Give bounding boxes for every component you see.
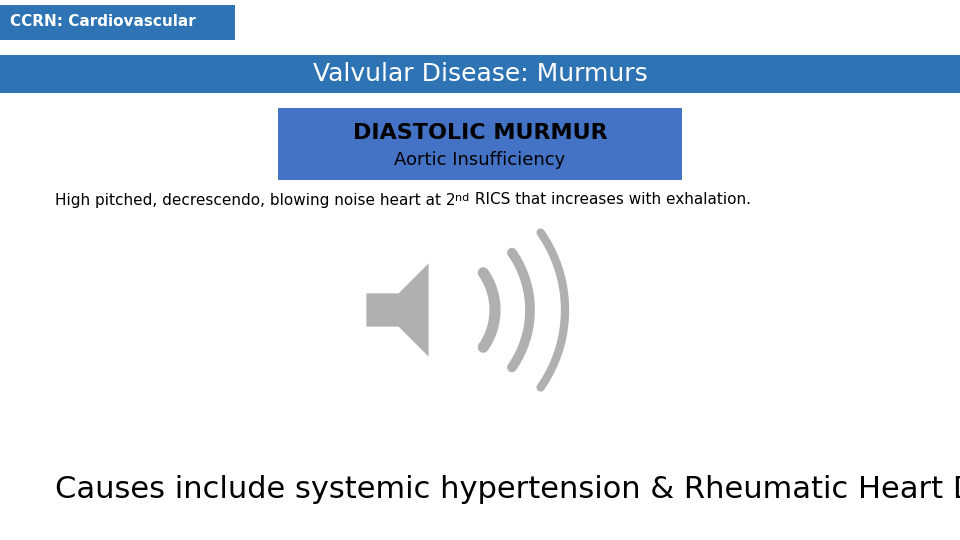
Polygon shape bbox=[365, 260, 430, 360]
Text: nd: nd bbox=[455, 193, 469, 202]
Text: High pitched, decrescendo, blowing noise heart at 2: High pitched, decrescendo, blowing noise… bbox=[55, 192, 455, 207]
Text: CCRN: Cardiovascular: CCRN: Cardiovascular bbox=[10, 15, 196, 30]
Text: Valvular Disease: Murmurs: Valvular Disease: Murmurs bbox=[313, 62, 647, 86]
Text: RICS that increases with exhalation.: RICS that increases with exhalation. bbox=[469, 192, 751, 207]
Text: Causes include systemic hypertension & Rheumatic Heart Disease: Causes include systemic hypertension & R… bbox=[55, 476, 960, 504]
Polygon shape bbox=[365, 260, 430, 360]
Circle shape bbox=[375, 255, 485, 365]
Text: Aortic Insufficiency: Aortic Insufficiency bbox=[395, 151, 565, 169]
Text: DIASTOLIC MURMUR: DIASTOLIC MURMUR bbox=[352, 123, 608, 143]
